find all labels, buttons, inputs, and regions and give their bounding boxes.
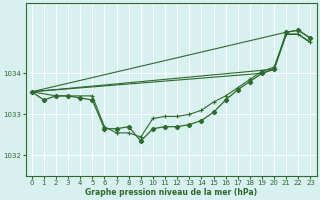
X-axis label: Graphe pression niveau de la mer (hPa): Graphe pression niveau de la mer (hPa) [85, 188, 257, 197]
